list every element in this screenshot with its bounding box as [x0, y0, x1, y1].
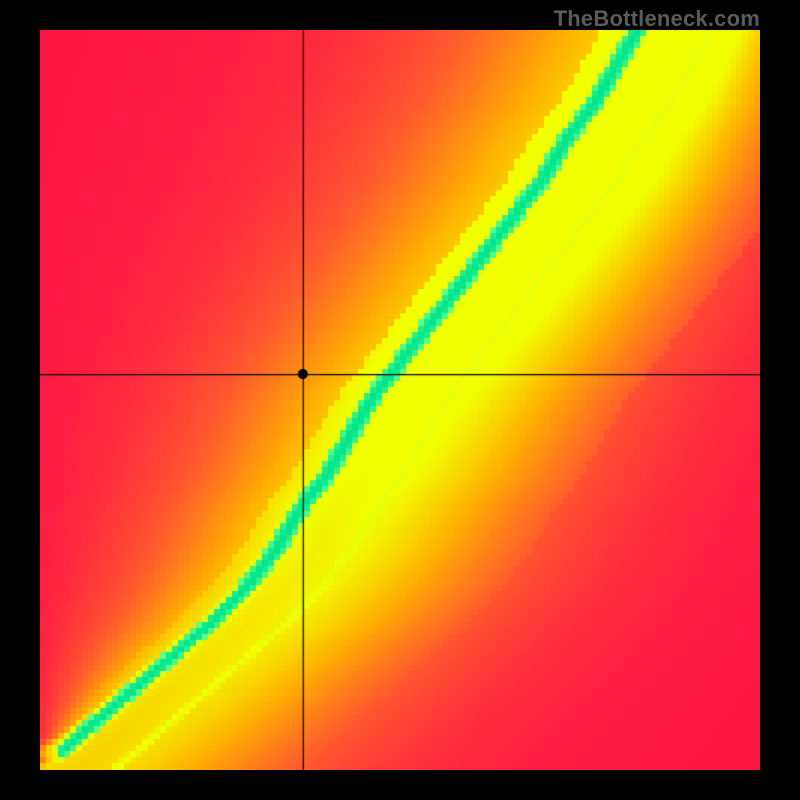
bottleneck-heatmap [40, 30, 760, 770]
watermark-text: TheBottleneck.com [554, 6, 760, 32]
chart-frame: TheBottleneck.com [0, 0, 800, 800]
